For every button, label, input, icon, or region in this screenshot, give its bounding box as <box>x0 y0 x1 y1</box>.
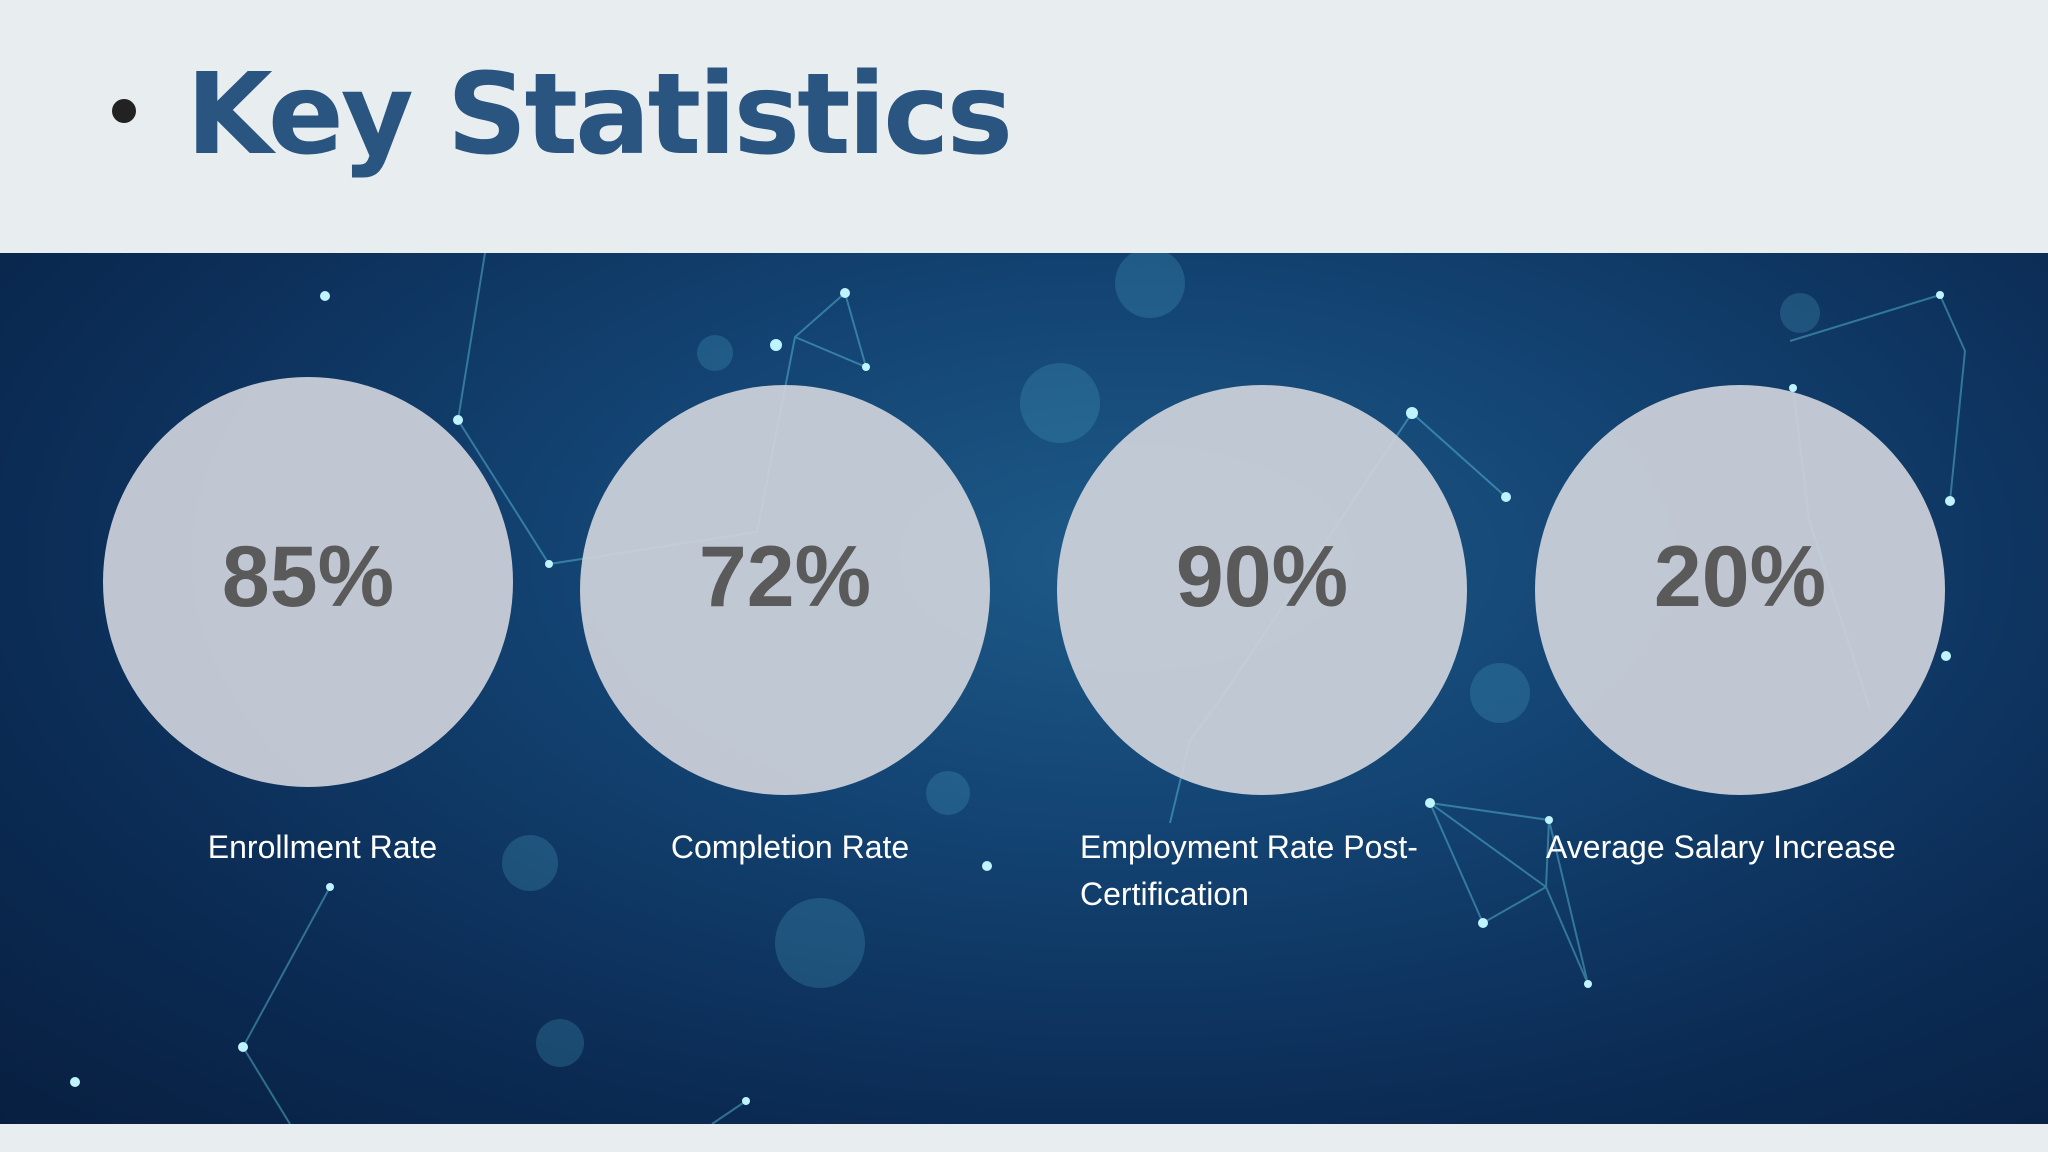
stat-circle: 90% <box>1057 385 1467 795</box>
stat-value: 85% <box>221 529 395 625</box>
stat-value: 20% <box>1653 529 1827 625</box>
stat-label: Completion Rate <box>670 829 910 865</box>
stat-value: 72% <box>698 529 872 625</box>
stat-value: 90% <box>1175 529 1349 625</box>
bullet <box>112 99 136 123</box>
stat-label: Enrollment Rate <box>207 829 438 865</box>
header: Key Statistics <box>0 0 2048 253</box>
stat-circle: 72% <box>580 385 990 795</box>
title: Key Statistics <box>186 50 1013 180</box>
stat-label: Employment Rate Post-Certification <box>1080 829 1418 912</box>
stat-label: Average Salary Increase <box>1546 829 1896 865</box>
stat-circle: 20% <box>1535 385 1945 795</box>
stat-circle: 85% <box>103 377 513 787</box>
